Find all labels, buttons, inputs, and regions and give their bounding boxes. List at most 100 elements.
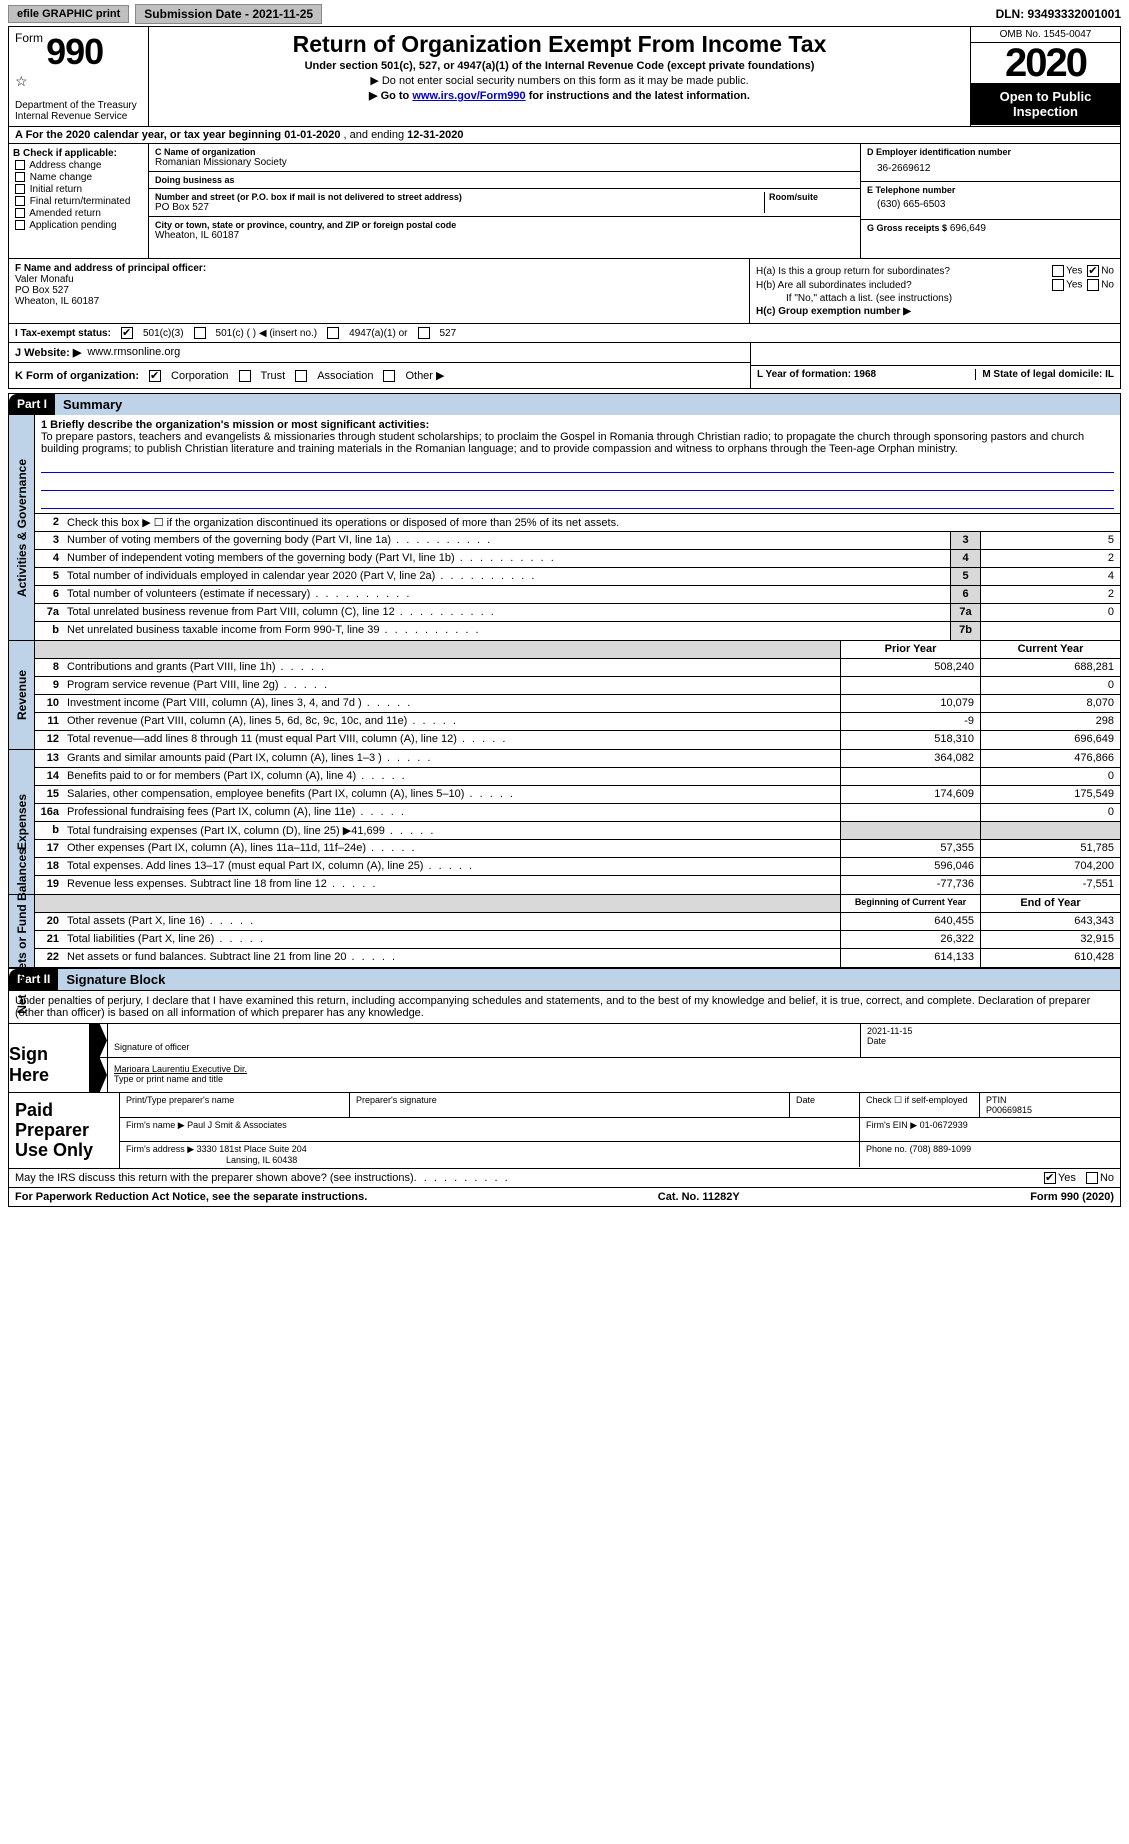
form-word: Form — [15, 31, 43, 45]
ha-no-checkbox[interactable] — [1087, 265, 1099, 277]
irs-form990-link[interactable]: www.irs.gov/Form990 — [412, 90, 525, 102]
gov-row: bNet unrelated business taxable income f… — [35, 622, 1120, 640]
gov-row: 3Number of voting members of the governi… — [35, 532, 1120, 550]
row-j-website: J Website: ▶ www.rmsonline.org — [8, 343, 751, 363]
year-formation: L Year of formation: 1968 — [757, 369, 965, 380]
data-row: 18Total expenses. Add lines 13–17 (must … — [35, 858, 1120, 876]
colb-item[interactable]: Amended return — [13, 208, 144, 219]
gross-receipts-label: G Gross receipts $ — [867, 223, 947, 233]
firm-phone-value: (708) 889-1099 — [910, 1144, 972, 1154]
colb-item[interactable]: Application pending — [13, 220, 144, 231]
data-row: 11Other revenue (Part VIII, column (A), … — [35, 713, 1120, 731]
gov-row: 6Total number of volunteers (estimate if… — [35, 586, 1120, 604]
corp-checkbox[interactable] — [149, 370, 161, 382]
opt-assoc: Association — [317, 370, 373, 382]
527-checkbox[interactable] — [418, 327, 430, 339]
hb-no-checkbox[interactable] — [1087, 279, 1099, 291]
ha-yes-checkbox[interactable] — [1052, 265, 1064, 277]
data-row: 16aProfessional fundraising fees (Part I… — [35, 804, 1120, 822]
hb-no: No — [1101, 280, 1114, 291]
irs-no-checkbox[interactable] — [1086, 1172, 1098, 1184]
state-domicile: M State of legal domicile: IL — [975, 369, 1114, 380]
colb-item[interactable]: Final return/terminated — [13, 196, 144, 207]
assoc-checkbox[interactable] — [295, 370, 307, 382]
l2-num: 2 — [35, 514, 63, 531]
phone-label: E Telephone number — [867, 185, 1114, 195]
phone-value: (630) 665-6503 — [867, 195, 1114, 210]
form-subtitle-2: ▶ Do not enter social security numbers o… — [155, 74, 964, 87]
501c3-checkbox[interactable] — [121, 327, 133, 339]
goto-pre: ▶ Go to — [369, 90, 412, 102]
sig-name-title: Marioara Laurentiu Executive Dir. — [114, 1060, 1114, 1074]
firm-ein-label: Firm's EIN ▶ — [866, 1120, 917, 1130]
efile-print-button[interactable]: efile GRAPHIC print — [8, 5, 129, 23]
4947-checkbox[interactable] — [327, 327, 339, 339]
irs-discuss-row: May the IRS discuss this return with the… — [8, 1169, 1121, 1188]
cat-number: Cat. No. 11282Y — [658, 1191, 740, 1203]
trust-checkbox[interactable] — [239, 370, 251, 382]
data-row: 10Investment income (Part VIII, column (… — [35, 695, 1120, 713]
tax-year-end: 12-31-2020 — [407, 129, 463, 141]
submission-date-button[interactable]: Submission Date - 2021-11-25 — [135, 4, 322, 24]
website-value: www.rmsonline.org — [87, 346, 180, 359]
other-checkbox[interactable] — [383, 370, 395, 382]
tax-year-begin: 01-01-2020 — [284, 129, 340, 141]
sign-here-label: Sign Here — [9, 1024, 89, 1086]
irs-yes-checkbox[interactable] — [1044, 1172, 1056, 1184]
irs-no: No — [1100, 1172, 1114, 1184]
data-row: 14Benefits paid to or for members (Part … — [35, 768, 1120, 786]
hb-yes-checkbox[interactable] — [1052, 279, 1064, 291]
hc-label: H(c) Group exemption number ▶ — [756, 306, 911, 317]
hb-label: H(b) Are all subordinates included? — [756, 280, 912, 291]
hb-note: If "No," attach a list. (see instruction… — [756, 293, 1114, 304]
self-employed-label: Check ☐ if self-employed — [860, 1093, 980, 1117]
addr-value: PO Box 527 — [155, 202, 764, 213]
dln-label: DLN: 93493332001001 — [996, 7, 1121, 21]
tax-year: 2020 — [971, 43, 1120, 83]
paperwork-notice: For Paperwork Reduction Act Notice, see … — [15, 1191, 367, 1203]
data-row: 20Total assets (Part X, line 16)640,4556… — [35, 913, 1120, 931]
declaration-text: Under penalties of perjury, I declare th… — [15, 995, 1114, 1019]
firm-name-value: Paul J Smit & Associates — [187, 1120, 287, 1130]
top-bar: efile GRAPHIC print Submission Date - 20… — [8, 4, 1121, 27]
l1-text: To prepare pastors, teachers and evangel… — [41, 431, 1114, 455]
hdr-end-year: End of Year — [980, 895, 1120, 912]
part1-header: Part I — [9, 394, 55, 415]
form-footer: Form 990 (2020) — [1030, 1191, 1114, 1203]
room-label: Room/suite — [769, 192, 854, 202]
data-row: 15Salaries, other compensation, employee… — [35, 786, 1120, 804]
data-row: 13Grants and similar amounts paid (Part … — [35, 750, 1120, 768]
opt-other: Other ▶ — [405, 369, 444, 382]
hdr-current-year: Current Year — [980, 641, 1120, 658]
addr-label: Number and street (or P.O. box if mail i… — [155, 192, 764, 202]
section-bcdeg: B Check if applicable: Address change Na… — [8, 144, 1121, 259]
sig-date-value: 2021-11-15 — [867, 1026, 1114, 1036]
gov-row: 7aTotal unrelated business revenue from … — [35, 604, 1120, 622]
officer-addr2: Wheaton, IL 60187 — [15, 296, 743, 307]
opt-501c3: 501(c)(3) — [143, 328, 184, 339]
ha-label: H(a) Is this a group return for subordin… — [756, 266, 950, 277]
form-title: Return of Organization Exempt From Incom… — [155, 31, 964, 58]
gross-receipts-value: 696,649 — [950, 223, 986, 234]
declaration: Under penalties of perjury, I declare th… — [8, 991, 1121, 1024]
501c-checkbox[interactable] — [194, 327, 206, 339]
opt-corp: Corporation — [171, 370, 228, 382]
sig-type-name-label: Type or print name and title — [114, 1074, 1114, 1084]
data-row: 19Revenue less expenses. Subtract line 1… — [35, 876, 1120, 894]
col-h-group: H(a) Is this a group return for subordin… — [750, 259, 1120, 323]
opt-527: 527 — [440, 328, 457, 339]
officer-addr1: PO Box 527 — [15, 285, 743, 296]
prep-sig-label: Preparer's signature — [350, 1093, 790, 1117]
colb-item[interactable]: Address change — [13, 160, 144, 171]
arrow-icon — [89, 1024, 107, 1057]
org-name-label: C Name of organization — [155, 147, 854, 157]
colb-item[interactable]: Initial return — [13, 184, 144, 195]
data-row: 8Contributions and grants (Part VIII, li… — [35, 659, 1120, 677]
data-row: 22Net assets or fund balances. Subtract … — [35, 949, 1120, 967]
part2-title: Signature Block — [58, 969, 1120, 990]
ein-label: D Employer identification number — [867, 147, 1114, 157]
colb-item[interactable]: Name change — [13, 172, 144, 183]
col-b-header: B Check if applicable: — [13, 148, 144, 159]
form-header: Form 990 ☆ Department of the Treasury In… — [8, 27, 1121, 127]
firm-name-label: Firm's name ▶ — [126, 1120, 185, 1130]
